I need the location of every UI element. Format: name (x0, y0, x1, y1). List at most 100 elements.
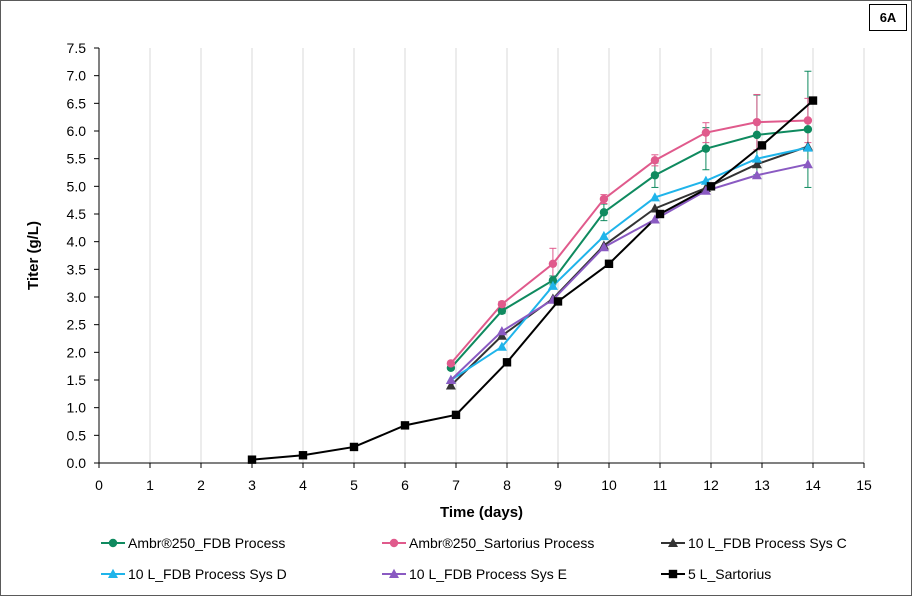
data-point (496, 341, 507, 351)
data-point (445, 374, 456, 384)
x-tick-label: 7 (452, 477, 460, 493)
series-line-0 (450, 128, 809, 369)
data-point (649, 214, 660, 224)
y-tick-label: 4.0 (67, 234, 87, 250)
data-point (751, 170, 762, 180)
y-tick-label: 6.0 (67, 123, 87, 139)
data-point (655, 209, 665, 219)
x-tick-label: 2 (197, 477, 205, 493)
series-markers (247, 96, 818, 464)
data-point (650, 156, 660, 165)
legend-swatch-marker (108, 538, 118, 548)
legend-swatch-marker (668, 537, 678, 547)
data-point (553, 297, 563, 306)
y-axis-title: Titer (g/L) (25, 221, 42, 290)
series-line-4 (450, 163, 809, 381)
grid-lines (149, 48, 865, 463)
data-point (247, 455, 257, 464)
data-point (349, 442, 359, 452)
legend-label: 5 L_Sartorius (688, 566, 771, 582)
y-tick-label: 4.5 (67, 206, 87, 222)
x-tick-label: 10 (601, 477, 617, 493)
x-tick-label: 3 (248, 477, 256, 493)
data-point (649, 192, 660, 202)
data-point (547, 280, 558, 290)
legend: Ambr®250_FDB Process Ambr®250_Sartorius P… (101, 535, 847, 582)
data-point (803, 125, 813, 134)
data-point (701, 128, 711, 137)
y-tick-label: 7.5 (67, 40, 87, 56)
data-point (497, 306, 507, 316)
data-point (752, 117, 762, 127)
data-point (451, 410, 461, 420)
x-tick-label: 4 (299, 477, 307, 493)
y-tick-label: 0.0 (67, 455, 87, 471)
data-point (548, 259, 558, 268)
y-tick-label: 3.0 (67, 289, 87, 305)
y-tick-label: 5.5 (67, 151, 87, 167)
y-tick-label: 1.5 (67, 372, 87, 388)
legend-label: 10 L_FDB Process Sys C (688, 535, 847, 551)
data-point (497, 299, 507, 309)
data-point (757, 141, 767, 150)
y-tick-label: 0.5 (67, 427, 87, 443)
data-point (802, 159, 813, 169)
data-point (502, 358, 512, 367)
data-point (599, 194, 609, 204)
data-point (446, 359, 456, 368)
data-point (298, 451, 308, 460)
y-tick-label: 5.0 (67, 178, 87, 194)
x-tick-label: 1 (146, 477, 154, 493)
x-axis-title: Time (days) (440, 504, 523, 521)
data-point (650, 171, 660, 180)
data-point (751, 153, 762, 163)
panel-label: 6A (869, 4, 907, 31)
legend-label: 10 L_FDB Process Sys E (409, 566, 567, 582)
y-tick-label: 6.5 (67, 95, 87, 111)
data-point (751, 159, 762, 169)
x-tick-label: 11 (653, 477, 668, 493)
data-point (445, 380, 456, 390)
data-point (400, 421, 410, 430)
x-tick-label: 15 (856, 477, 872, 493)
data-point (752, 130, 762, 140)
x-tick-label: 14 (805, 477, 821, 493)
x-tick-label: 8 (503, 477, 511, 493)
data-point (706, 182, 716, 191)
series-line-2 (450, 145, 809, 387)
x-tick-label: 6 (401, 477, 409, 493)
series-line-1 (450, 119, 808, 365)
data-point (808, 96, 818, 105)
data-point (700, 185, 711, 195)
series-lines (251, 99, 814, 461)
axes (94, 47, 865, 468)
y-tick-label: 2.0 (67, 344, 87, 360)
y-tick-label: 1.0 (67, 400, 87, 416)
series-line-5 (251, 99, 814, 461)
x-tick-label: 12 (703, 477, 719, 493)
legend-label: 10 L_FDB Process Sys D (128, 566, 287, 582)
data-point (701, 144, 711, 153)
legend-swatch-marker (668, 569, 678, 579)
legend-swatch-marker (389, 568, 399, 578)
series-line-3 (450, 146, 809, 381)
legend-label: Ambr®250_FDB Process (128, 535, 285, 551)
data-point (599, 208, 609, 217)
x-tick-label: 5 (350, 477, 358, 493)
x-tick-label: 9 (554, 477, 562, 493)
data-point (802, 142, 813, 152)
y-tick-label: 2.5 (67, 317, 87, 333)
data-point (496, 326, 507, 336)
data-point (598, 242, 609, 252)
legend-swatch-marker (389, 538, 399, 548)
data-point (803, 116, 813, 125)
legend-swatch-marker (108, 568, 118, 578)
data-point (548, 276, 558, 285)
data-point (604, 259, 614, 268)
legend-label: Ambr®250_Sartorius Process (409, 535, 594, 551)
tick-labels: 0 1 2 3 4 5 6 7 8 9 10 11 12 13 14 150.00.51.01.52.02.5… (67, 40, 872, 493)
y-tick-label: 3.5 (67, 261, 87, 277)
data-point (598, 230, 609, 241)
y-tick-label: 7.0 (67, 68, 87, 84)
